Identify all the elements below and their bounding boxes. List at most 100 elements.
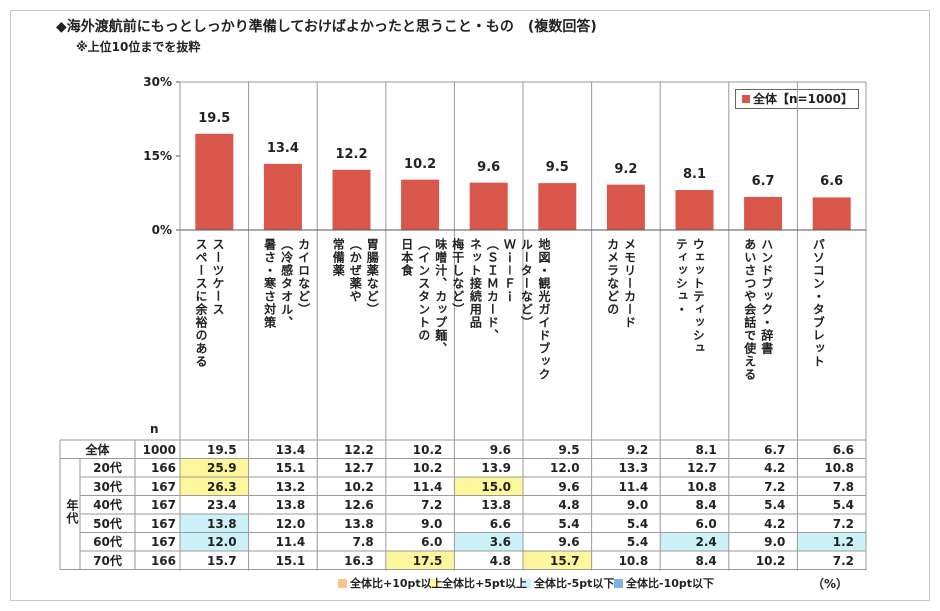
highlight-label: 全体比-5pt以下 — [534, 577, 615, 590]
table-cell: 1.2 — [832, 535, 854, 549]
bar-value-label: 9.6 — [477, 159, 501, 175]
table-cell: 5.4 — [626, 535, 649, 549]
highlight-cell — [660, 532, 729, 551]
table-cell: 12.0 — [549, 461, 580, 475]
table-cell: 10.8 — [618, 553, 649, 568]
table-cell: 13.3 — [618, 461, 649, 475]
y-tick-label: 30% — [143, 75, 172, 89]
y-tick-label: 15% — [143, 149, 172, 163]
row-n: 167 — [150, 498, 176, 512]
table-cell: 15.0 — [481, 479, 511, 494]
table-cell: 15.7 — [206, 553, 237, 568]
table-cell: 13.8 — [275, 498, 306, 512]
bar — [332, 169, 371, 230]
row-label: 30代 — [93, 479, 122, 494]
row-n: 167 — [150, 516, 176, 531]
table-cell: 12.7 — [344, 461, 374, 475]
table-cell: 13.8 — [481, 498, 511, 512]
table-cell: 5.4 — [764, 498, 786, 512]
bar — [195, 133, 234, 230]
table-cell: 6.0 — [421, 535, 443, 549]
bar-value-label: 19.5 — [198, 110, 231, 126]
table-cell: 10.2 — [344, 479, 374, 494]
table-cell: 11.4 — [618, 479, 649, 494]
bar — [812, 197, 851, 230]
table-cell: 5.4 — [832, 498, 854, 512]
highlight-cell — [385, 551, 455, 570]
highlight-cell — [797, 532, 866, 551]
table-cell: 15.1 — [275, 553, 306, 568]
table-cell: 7.2 — [764, 479, 786, 494]
row-label: 70代 — [93, 553, 122, 568]
bar-value-label: 13.4 — [266, 140, 299, 156]
table-cell: 12.0 — [206, 535, 237, 549]
table-cell: 12.6 — [344, 498, 374, 512]
table-cell: 15.7 — [549, 553, 580, 568]
table-cell: 10.2 — [755, 553, 786, 568]
row-n: 167 — [150, 535, 176, 549]
highlight-cell — [454, 477, 523, 496]
highlight-label: 全体比+5pt以上 — [442, 577, 528, 590]
highlight-swatch — [338, 579, 347, 588]
table-cell: 9.0 — [626, 498, 649, 512]
table-cell: 10.2 — [412, 461, 443, 475]
table-cell: 26.3 — [206, 479, 237, 494]
category-label: あいさつや会話で使える ハンドブック・辞書 — [742, 238, 774, 381]
category-label: パソコン・タブレット — [811, 238, 826, 368]
table-cell: 13.2 — [275, 479, 306, 494]
table-cell: 9.6 — [558, 479, 580, 494]
subtitle: ※上位10位までを抜粋 — [76, 40, 201, 54]
table-cell: 6.6 — [832, 442, 854, 457]
table-cell: 12.7 — [687, 461, 717, 475]
table-cell: 11.4 — [412, 479, 443, 494]
table-cell: 15.1 — [275, 461, 306, 475]
bar — [675, 190, 714, 230]
bar — [263, 163, 302, 230]
legend-label: 全体【n=1000】 — [753, 92, 853, 106]
title: ◆海外渡航前にもっとしっかり準備しておけばよかったと思うこと・もの (複数回答) — [56, 19, 597, 35]
category-label: 常備薬 （かぜ薬や 胃腸薬など） — [331, 238, 380, 316]
unit-label: （%） — [812, 577, 849, 591]
table-cell: 4.8 — [489, 553, 511, 568]
table-cell: 4.2 — [764, 516, 786, 531]
category-label: カメラなどの メモリーカード — [605, 238, 637, 329]
row-label: 60代 — [93, 535, 122, 549]
table-cell: 12.2 — [344, 442, 374, 457]
highlight-cell — [523, 551, 592, 570]
table-cell: 9.6 — [489, 442, 511, 457]
table-cell: 6.7 — [764, 442, 786, 457]
table-cell: 9.2 — [626, 442, 649, 457]
row-label: 全体 — [85, 442, 110, 457]
table-cell: 10.8 — [687, 479, 717, 494]
table-cell: 7.8 — [352, 535, 374, 549]
category-label: ティッシュ・ ウェットティッシュ — [674, 238, 706, 355]
table-cell: 11.4 — [275, 535, 306, 549]
table-cell: 13.8 — [344, 516, 374, 531]
bar-value-label: 6.7 — [751, 173, 775, 189]
row-n: 166 — [150, 553, 176, 568]
table-cell: 9.6 — [558, 535, 580, 549]
row-n: 1000 — [142, 442, 176, 457]
row-n: 167 — [150, 479, 176, 494]
table-cell: 9.5 — [558, 442, 580, 457]
highlight-cell — [180, 477, 249, 496]
highlight-cell — [180, 458, 249, 477]
highlight-swatch — [522, 579, 531, 588]
table-cell: 17.5 — [412, 553, 443, 568]
frame — [10, 10, 930, 601]
table-cell: 5.4 — [626, 516, 649, 531]
highlight-swatch — [430, 579, 439, 588]
row-n: 166 — [150, 461, 176, 475]
category-label: 地図・観光ガイドブック — [537, 238, 551, 381]
row-label: 50代 — [93, 516, 122, 531]
bar-value-label: 9.2 — [614, 161, 638, 177]
table-cell: 2.4 — [695, 535, 717, 549]
table-cell: 7.8 — [832, 479, 854, 494]
table-cell: 5.4 — [558, 516, 580, 531]
table-cell: 7.2 — [421, 498, 443, 512]
legend-swatch — [742, 95, 750, 103]
table-cell: 13.9 — [481, 461, 511, 475]
table-cell: 25.9 — [206, 461, 237, 475]
